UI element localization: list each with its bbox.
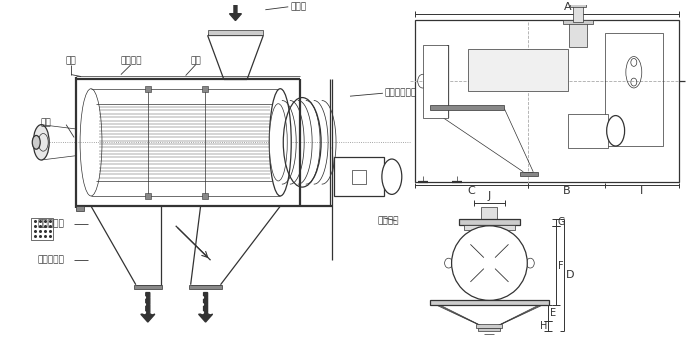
FancyArrow shape — [199, 293, 213, 322]
Text: E: E — [550, 308, 556, 318]
Text: 驱动电机: 驱动电机 — [377, 217, 399, 226]
FancyArrow shape — [230, 0, 242, 20]
Bar — [145, 86, 150, 92]
Bar — [208, 31, 263, 35]
FancyArrow shape — [141, 293, 155, 322]
Text: C: C — [468, 186, 475, 196]
Ellipse shape — [607, 116, 624, 146]
Ellipse shape — [32, 135, 40, 149]
Bar — [430, 301, 550, 305]
Bar — [482, 207, 498, 219]
Bar — [202, 86, 208, 92]
Bar — [568, 113, 608, 148]
Bar — [468, 49, 568, 91]
Bar — [479, 328, 500, 331]
Text: G: G — [557, 217, 565, 227]
Bar — [32, 218, 53, 239]
Ellipse shape — [382, 159, 402, 194]
Bar — [188, 285, 221, 289]
Ellipse shape — [481, 255, 498, 271]
Bar — [76, 206, 84, 211]
Ellipse shape — [444, 258, 453, 268]
Bar — [134, 285, 162, 289]
Text: 螺旋输送系统: 螺旋输送系统 — [385, 89, 417, 98]
Ellipse shape — [270, 89, 291, 196]
Bar — [430, 105, 505, 110]
Text: A: A — [564, 2, 572, 12]
Bar — [477, 324, 503, 328]
Bar — [564, 19, 594, 25]
Bar — [334, 157, 384, 196]
Text: 风轮叶片: 风轮叶片 — [120, 56, 141, 65]
Text: 进料口: 进料口 — [290, 2, 307, 11]
Text: 风轮: 风轮 — [66, 56, 76, 65]
Ellipse shape — [526, 258, 534, 268]
Text: B: B — [563, 186, 570, 196]
Bar — [573, 6, 583, 22]
Ellipse shape — [34, 125, 49, 160]
Bar — [414, 19, 679, 181]
Bar — [605, 33, 663, 146]
Bar — [520, 172, 538, 176]
Ellipse shape — [270, 104, 287, 181]
Bar — [464, 225, 514, 230]
Bar — [352, 170, 366, 184]
Ellipse shape — [452, 226, 527, 301]
Text: 网架: 网架 — [190, 56, 201, 65]
Bar — [459, 219, 519, 225]
Text: D: D — [566, 270, 575, 280]
Text: J: J — [488, 191, 491, 201]
Text: F: F — [559, 261, 564, 271]
Bar — [570, 4, 587, 7]
Bar — [576, 121, 600, 140]
Text: 细料排出口: 细料排出口 — [37, 256, 64, 265]
Bar — [423, 45, 447, 118]
Text: 粗料排出口: 粗料排出口 — [37, 219, 64, 228]
Bar — [145, 193, 150, 199]
Bar — [584, 127, 592, 135]
Text: 主轴: 主轴 — [41, 118, 52, 127]
Text: I: I — [640, 186, 643, 196]
Text: H: H — [540, 321, 547, 331]
Bar — [202, 193, 208, 199]
Bar — [569, 19, 587, 47]
